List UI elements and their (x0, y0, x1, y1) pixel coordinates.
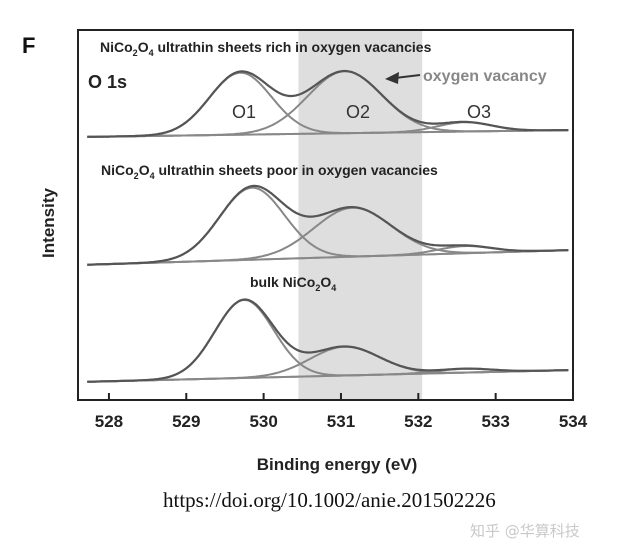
oxygen-vacancy-label: oxygen vacancy (423, 68, 547, 85)
panel-title-rich: NiCo2O4 ultrathin sheets rich in oxygen … (100, 39, 432, 58)
plot-frame (77, 29, 574, 401)
x-tick-label: 528 (95, 412, 123, 431)
x-tick-label: 531 (327, 412, 355, 431)
peak-label-o3: O3 (467, 102, 491, 122)
y-axis-label: Intensity (39, 188, 58, 258)
peak-label-o2: O2 (346, 102, 370, 122)
x-tick-label: 529 (172, 412, 200, 431)
spectra-curves (87, 69, 569, 383)
x-tick-label: 533 (481, 412, 509, 431)
doi-citation: https://doi.org/10.1002/anie.201502226 (163, 488, 496, 512)
envelope-bulk (87, 298, 569, 383)
peak-label-o1: O1 (232, 102, 256, 122)
panel-title-poor: NiCo2O4 ultrathin sheets poor in oxygen … (101, 162, 438, 181)
x-axis-label: Binding energy (eV) (257, 455, 418, 474)
envelope-rich (87, 69, 569, 138)
panel-title-bulk: bulk NiCo2O4 (250, 274, 336, 293)
envelope-poor (87, 184, 569, 266)
spectrum-label: O 1s (88, 72, 127, 92)
x-tick-label: 530 (249, 412, 277, 431)
x-tick-label: 532 (404, 412, 432, 431)
oxygen-vacancy-arrow-head (385, 72, 399, 84)
watermark: 知乎 @华算科技 (470, 522, 580, 540)
oxygen-vacancy-arrow-line (394, 74, 421, 79)
x-tick-label: 534 (559, 412, 588, 431)
panel-label: F (22, 33, 35, 58)
x-axis-ticks: 528 529 530 531 532 533 534 (95, 393, 588, 431)
